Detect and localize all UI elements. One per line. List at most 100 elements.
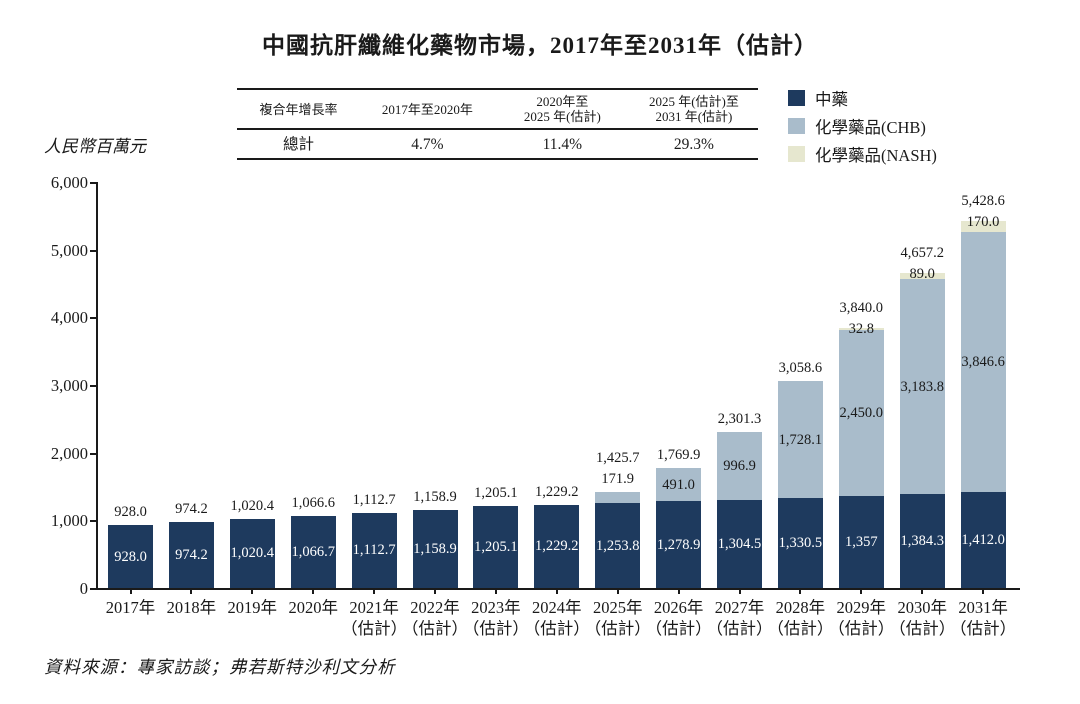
- x-category-label: 2019年: [227, 598, 278, 617]
- bar-segment-zhongyao: [473, 506, 519, 588]
- bar-segment-zhongyao: [717, 499, 762, 588]
- x-category-estimate-note: （估計）: [950, 619, 1017, 638]
- x-category-label: 2021年 （估計）: [328, 597, 420, 639]
- x-category-estimate-note: （估計）: [462, 619, 529, 638]
- x-category-label: 2030年 （估計）: [876, 597, 968, 639]
- y-tick-label: 4,000: [50, 308, 88, 328]
- bar-value-total: 4,657.2: [900, 244, 944, 261]
- cagr-header-period1: 2017年至2020年: [360, 102, 495, 117]
- x-axis-tick: [921, 590, 924, 594]
- bar-segment-chb: [717, 432, 762, 500]
- cagr-header-period2-line1: 2020年至: [536, 94, 589, 109]
- bar-segment-zhongyao: [777, 497, 823, 588]
- bar-segment-zhongyao: [960, 492, 1006, 588]
- bar-value-zhongyao: 1,384.3: [900, 533, 944, 550]
- y-tick-label: 6,000: [50, 173, 88, 192]
- x-category-label: 2023年 （估計）: [450, 597, 542, 639]
- y-axis-tick: [90, 520, 97, 523]
- bar-value-chb: 3,846.6: [961, 354, 1005, 371]
- x-category-estimate-note: （估計）: [889, 619, 956, 638]
- bar-value-total: 3,840.0: [839, 300, 884, 317]
- bar-value-zhongyao: 1,205.1: [474, 539, 518, 556]
- legend-label-zhongyao: 中藥: [815, 90, 848, 109]
- legend-label-chb: 化學藥品(CHB): [815, 118, 926, 137]
- y-tick-label: 3,000: [50, 376, 88, 395]
- x-category-label: 2025年 （估計）: [572, 597, 664, 639]
- x-category-label: 2017年: [105, 598, 156, 617]
- bar-value-total: 1,158.9: [413, 488, 457, 505]
- bar-value-zhongyao: 1,412.0: [961, 532, 1005, 549]
- bar-value-zhongyao: 1,066.7: [291, 543, 335, 560]
- y-axis-tick: [90, 452, 97, 455]
- x-axis-tick: [373, 590, 376, 594]
- bar-segment-zhongyao: [351, 512, 397, 588]
- bar-value-chb: 996.9: [723, 458, 756, 474]
- cagr-header-metric-line1: 複合年增長率: [259, 101, 338, 117]
- bar-value-zhongyao: 974.2: [175, 547, 208, 564]
- x-category-label: 2028年 （估計）: [754, 597, 846, 639]
- x-axis-tick: [677, 590, 680, 594]
- bar-value-total: 1,769.9: [656, 447, 701, 464]
- x-axis-tick: [799, 590, 802, 594]
- x-axis-tick: [982, 590, 985, 594]
- y-tick-label: 5,000: [50, 240, 88, 260]
- bar-segment-zhongyao: [168, 522, 214, 588]
- bar-value-total: 5,428.6: [961, 192, 1005, 209]
- bar-segment-nash: [899, 272, 945, 279]
- bar-value-zhongyao: 928.0: [114, 548, 147, 565]
- bar-value-zhongyao: 1,304.5: [717, 535, 762, 552]
- bar-segment-chb: [838, 330, 884, 497]
- bar-segment-zhongyao: [656, 501, 702, 588]
- bar-value-zhongyao: 1,158.9: [413, 540, 457, 557]
- x-axis-tick: [616, 590, 619, 594]
- bar-value-zhongyao: 1,112.7: [352, 542, 396, 559]
- x-category-label: 2027年 （估計）: [694, 597, 786, 639]
- x-axis-tick: [494, 590, 497, 594]
- x-category-estimate-note: （估計）: [706, 619, 773, 638]
- bar-value-zhongyao: 1,253.8: [595, 537, 640, 554]
- bar-segment-nash: [960, 220, 1006, 233]
- x-category-estimate-note: （估計）: [402, 619, 468, 638]
- x-category-estimate-note: （估計）: [341, 619, 408, 638]
- y-axis-tick: [90, 385, 97, 387]
- x-category-estimate-note: （估計）: [828, 619, 895, 638]
- bar-value-zhongyao: 1,330.5: [778, 534, 823, 551]
- source-note: 資料來源：專家訪談；弗若斯特沙利文分析: [44, 657, 396, 677]
- x-axis-line: [96, 588, 1020, 590]
- bar-value-nash: 89.0: [909, 265, 935, 282]
- bar-value-zhongyao: 1,278.9: [656, 536, 701, 553]
- cagr-header-period3: 2025 年(估計)至 2031 年(估計): [630, 94, 758, 124]
- bar-segment-zhongyao: [412, 509, 458, 588]
- cagr-header-period1-line1: 2017年至2020年: [381, 101, 473, 117]
- x-category-estimate-note: （估計）: [523, 619, 590, 638]
- x-category-label: 2029年 （估計）: [815, 597, 907, 639]
- x-category-estimate-note: （估計）: [645, 619, 712, 638]
- x-category-estimate-note: （估計）: [584, 619, 651, 638]
- x-category-label: 2020年: [288, 598, 338, 617]
- chart-legend: 中藥 化學藥品(CHB) 化學藥品(NASH): [788, 84, 937, 168]
- cagr-header-period3-line1: 2025 年(估計)至: [648, 94, 739, 109]
- bar-value-chb: 3,183.8: [900, 378, 944, 395]
- bar-value-total: 974.2: [175, 501, 208, 518]
- bar-value-total: 1,020.4: [230, 497, 275, 514]
- bar-value-total: 1,229.2: [535, 483, 579, 500]
- y-axis-line: [96, 182, 98, 590]
- legend-item-chb: 化學藥品(CHB): [788, 112, 937, 140]
- cagr-header-period2: 2020年至 2025 年(估計): [495, 94, 630, 124]
- cagr-table-row-total: 總計 4.7% 11.4% 29.3%: [237, 130, 758, 160]
- legend-item-zhongyao: 中藥: [788, 84, 937, 112]
- bar-value-total: 1,205.1: [474, 485, 518, 502]
- cagr-value-2017-2020: 4.7%: [411, 135, 444, 153]
- cagr-value-2020-2025: 11.4%: [542, 135, 583, 153]
- y-tick-label: 2,000: [50, 443, 88, 463]
- y-axis-tick: [90, 588, 97, 590]
- x-axis-tick: [555, 590, 558, 594]
- cagr-value-2025-2031: 29.3%: [673, 135, 714, 153]
- cagr-row-label: 總計: [282, 135, 314, 153]
- bar-segment-zhongyao: [108, 525, 153, 588]
- bar-value-chb: 2,450.0: [839, 405, 884, 422]
- bar-segment-chb: [899, 278, 945, 495]
- x-axis-tick: [129, 590, 132, 594]
- bar-value-total: 928.0: [114, 504, 147, 521]
